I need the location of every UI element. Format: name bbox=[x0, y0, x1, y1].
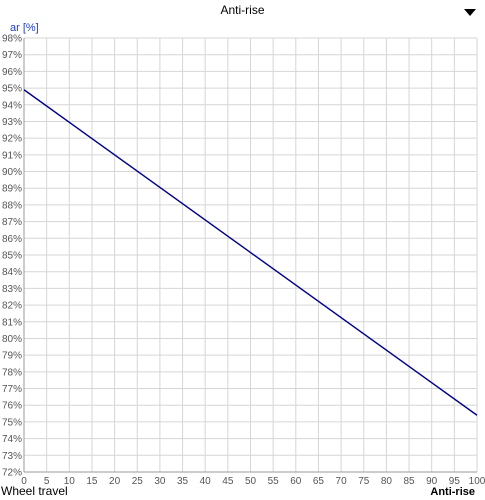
x-tick-label: 55 bbox=[268, 476, 280, 487]
x-tick-label: 65 bbox=[313, 476, 325, 487]
y-tick-label: 94% bbox=[2, 100, 22, 111]
y-tick-label: 84% bbox=[2, 267, 22, 278]
y-tick-label: 79% bbox=[2, 351, 22, 362]
y-tick-label: 80% bbox=[2, 334, 22, 345]
series-line bbox=[23, 89, 478, 416]
x-tick-label: 50 bbox=[245, 476, 257, 487]
x-tick-label: 60 bbox=[290, 476, 302, 487]
x-tick-label: 45 bbox=[222, 476, 234, 487]
chart-corner-label: Anti-rise bbox=[430, 486, 475, 498]
y-tick-label: 76% bbox=[2, 401, 22, 412]
chart-title: Anti-rise bbox=[220, 3, 265, 17]
x-tick-label: 15 bbox=[86, 476, 98, 487]
y-tick-label: 75% bbox=[2, 417, 22, 428]
x-tick-label: 30 bbox=[154, 476, 166, 487]
x-tick-label: 25 bbox=[132, 476, 144, 487]
y-tick-label: 83% bbox=[2, 284, 22, 295]
x-tick-label: 90 bbox=[426, 476, 438, 487]
x-tick-label: 0 bbox=[21, 476, 27, 487]
x-axis-label: Wheel travel bbox=[1, 484, 68, 498]
y-tick-label: 77% bbox=[2, 384, 22, 395]
x-tick-label: 95 bbox=[449, 476, 461, 487]
y-tick-label: 72% bbox=[2, 468, 22, 479]
y-tick-label: 91% bbox=[2, 150, 22, 161]
y-tick-label: 74% bbox=[2, 434, 22, 445]
x-tick-label: 75 bbox=[358, 476, 370, 487]
x-tick-label: 10 bbox=[64, 476, 76, 487]
y-tick-label: 82% bbox=[2, 301, 22, 312]
chart-header: Anti-rise bbox=[0, 0, 485, 22]
y-tick-label: 89% bbox=[2, 184, 22, 195]
x-tick-label: 20 bbox=[109, 476, 121, 487]
y-tick-label: 88% bbox=[2, 200, 22, 211]
x-tick-label: 5 bbox=[44, 476, 50, 487]
y-tick-label: 97% bbox=[2, 50, 22, 61]
y-tick-label: 98% bbox=[2, 34, 22, 45]
chart-selector-dropdown[interactable] bbox=[463, 7, 477, 17]
y-tick-label: 73% bbox=[2, 451, 22, 462]
x-tick-label: 35 bbox=[177, 476, 189, 487]
x-tick-label: 100 bbox=[469, 476, 485, 487]
x-tick-label: 40 bbox=[200, 476, 212, 487]
y-tick-label: 86% bbox=[2, 234, 22, 245]
y-tick-label: 92% bbox=[2, 134, 22, 145]
x-tick-label: 85 bbox=[403, 476, 415, 487]
chevron-down-icon[interactable] bbox=[463, 7, 477, 17]
y-tick-label: 81% bbox=[2, 317, 22, 328]
y-tick-label: 78% bbox=[2, 367, 22, 378]
y-tick-label: 96% bbox=[2, 67, 22, 78]
y-tick-label: 93% bbox=[2, 117, 22, 128]
y-tick-label: 87% bbox=[2, 217, 22, 228]
x-tick-label: 80 bbox=[381, 476, 393, 487]
y-tick-label: 85% bbox=[2, 251, 22, 262]
y-tick-label: 90% bbox=[2, 167, 22, 178]
y-tick-label: 95% bbox=[2, 84, 22, 95]
y-axis-label: ar [%] bbox=[10, 22, 39, 34]
x-tick-label: 70 bbox=[336, 476, 348, 487]
